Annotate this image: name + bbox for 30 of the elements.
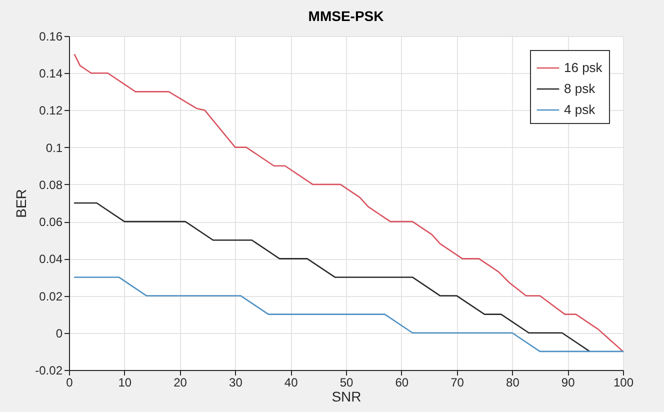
y-tick-label: 0.02 — [39, 289, 63, 304]
y-tick-label: -0.02 — [35, 364, 63, 378]
y-tick-label: 0.06 — [39, 215, 63, 230]
x-tick-label: 60 — [395, 376, 409, 390]
chart-title: MMSE-PSK — [308, 8, 384, 24]
x-tick-label: 90 — [561, 376, 576, 390]
y-tick-label: 0 — [56, 326, 63, 340]
x-tick-label: 70 — [450, 376, 464, 390]
x-tick-label: 80 — [506, 376, 520, 390]
line-series — [74, 202, 590, 352]
y-tick-label: 0.12 — [39, 104, 63, 118]
legend-label: 8 psk — [564, 81, 596, 96]
y-tick-label: 0.08 — [39, 178, 63, 192]
x-tick-label: 20 — [174, 376, 188, 390]
line-series — [74, 54, 624, 352]
legend-label: 4 psk — [564, 102, 596, 117]
x-tick-label: 10 — [118, 376, 132, 390]
y-tick-label: 0.1 — [46, 140, 63, 155]
y-tick-label: 0.16 — [39, 30, 63, 44]
x-tick-label: 0 — [66, 376, 74, 390]
x-tick-label: 50 — [340, 376, 354, 390]
y-tick-label: 0.14 — [39, 66, 63, 81]
x-axis-title: SNR — [332, 388, 362, 404]
y-tick-label: 0.04 — [39, 252, 63, 266]
x-tick-label: 100 — [613, 376, 634, 390]
y-axis-title: BER — [13, 189, 30, 218]
x-tick-label: 30 — [229, 376, 243, 390]
x-tick-label: 40 — [284, 376, 298, 390]
line-series — [74, 276, 624, 352]
legend-label: 16 psk — [564, 60, 603, 75]
